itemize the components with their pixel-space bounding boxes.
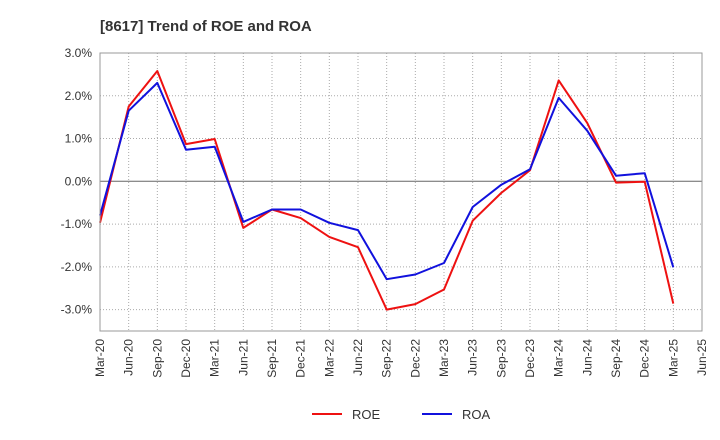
x-tick-label: Jun-22 — [351, 339, 365, 376]
y-tick-label: 1.0% — [65, 132, 93, 146]
x-axis-ticks: Mar-20 Jun-20 Sep-20 Dec-20 Mar-21 Jun-21 Sep-… — [93, 339, 709, 378]
y-tick-label: 3.0% — [65, 46, 93, 60]
x-tick-label: Mar-23 — [437, 339, 451, 377]
x-tick-label: Sep-21 — [265, 339, 279, 378]
x-tick-label: Sep-22 — [380, 339, 394, 378]
x-tick-label: Sep-20 — [150, 339, 164, 378]
legend: ROE ROA — [312, 407, 491, 422]
series-line-roe — [99, 70, 675, 311]
x-tick-label: Mar-21 — [208, 339, 222, 377]
x-tick-label: Jun-23 — [466, 339, 480, 376]
x-tick-label: Jun-25 — [695, 339, 709, 376]
series-lines — [99, 70, 675, 311]
x-tick-label: Mar-24 — [552, 339, 566, 377]
y-tick-label: -3.0% — [61, 303, 93, 317]
x-tick-label: Mar-20 — [93, 339, 107, 377]
y-tick-label: 2.0% — [65, 89, 93, 103]
x-tick-label: Jun-24 — [580, 339, 594, 376]
y-tick-label: -1.0% — [61, 217, 93, 231]
x-tick-label: Dec-22 — [408, 339, 422, 378]
y-tick-label: -2.0% — [61, 260, 93, 274]
x-tick-label: Dec-21 — [294, 339, 308, 378]
grid — [100, 53, 702, 331]
x-tick-label: Sep-23 — [494, 339, 508, 378]
y-axis-ticks: 3.0% 2.0% 1.0% 0.0% -1.0% -2.0% -3.0% — [61, 46, 93, 317]
x-tick-label: Dec-24 — [638, 339, 652, 378]
x-tick-label: Jun-21 — [236, 339, 250, 376]
x-tick-label: Dec-20 — [179, 339, 193, 378]
x-tick-label: Mar-25 — [666, 339, 680, 377]
x-tick-label: Sep-24 — [609, 339, 623, 378]
x-tick-label: Jun-20 — [122, 339, 136, 376]
x-tick-label: Dec-23 — [523, 339, 537, 378]
series-line-roa — [99, 81, 675, 281]
plot-frame — [99, 52, 703, 332]
y-tick-label: 0.0% — [65, 174, 93, 188]
chart-title: [8617] Trend of ROE and ROA — [100, 18, 312, 35]
x-tick-label: Mar-22 — [322, 339, 336, 377]
legend-label-roe: ROE — [352, 407, 381, 422]
legend-label-roa: ROA — [462, 407, 491, 422]
